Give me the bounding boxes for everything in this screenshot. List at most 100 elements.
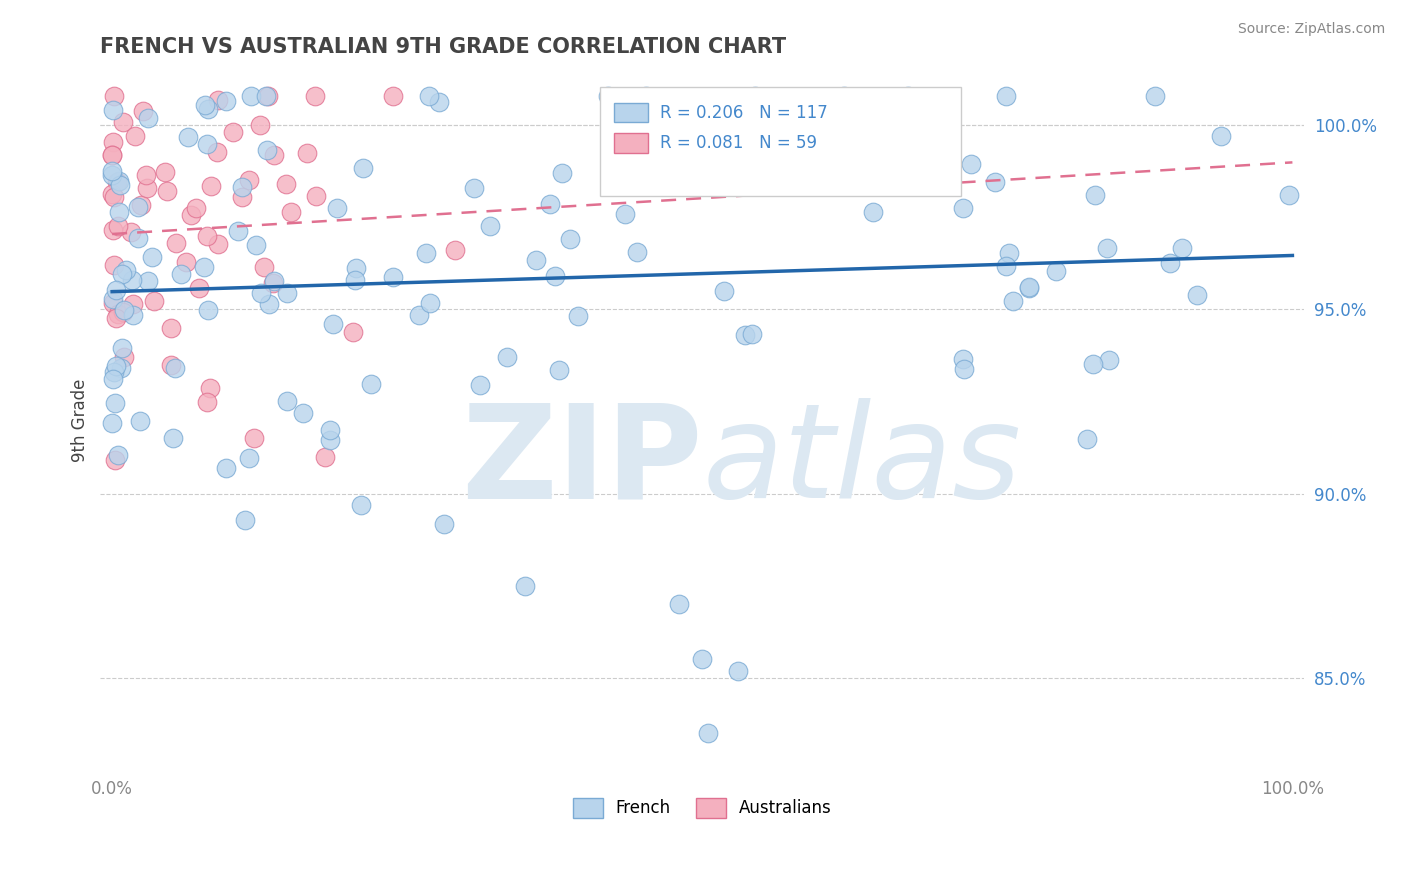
Point [101, 292, 124, 306]
Point [832, 88, 855, 103]
Point [198, 381, 221, 395]
Point [103, 258, 125, 272]
Point [176, 255, 198, 269]
Point [141, 250, 163, 264]
Y-axis label: 9th Grade: 9th Grade [72, 378, 89, 462]
Text: atlas: atlas [702, 399, 1021, 525]
Text: R = 0.206   N = 117: R = 0.206 N = 117 [661, 103, 828, 121]
Point [108, 178, 131, 192]
Point [862, 205, 884, 219]
Text: ZIP: ZIP [461, 399, 702, 525]
Point [305, 189, 328, 203]
Point [858, 121, 880, 136]
Point [104, 395, 127, 409]
Point [101, 135, 124, 149]
Point [101, 223, 124, 237]
Point [200, 179, 222, 194]
Point [127, 200, 149, 214]
Point [734, 328, 756, 343]
Point [243, 431, 266, 445]
Point [101, 164, 124, 178]
Point [524, 253, 547, 268]
Point [713, 284, 735, 298]
Point [138, 274, 160, 288]
Point [626, 245, 648, 260]
Point [101, 416, 124, 430]
Point [408, 308, 430, 322]
Point [256, 143, 278, 157]
Point [636, 88, 658, 103]
Point [496, 350, 519, 364]
Point [1018, 280, 1040, 294]
Point [276, 286, 298, 301]
Point [748, 163, 770, 178]
Point [433, 516, 456, 531]
Point [222, 125, 245, 139]
Point [558, 231, 581, 245]
Point [322, 317, 344, 331]
Point [101, 148, 124, 162]
Point [197, 302, 219, 317]
Text: FRENCH VS AUSTRALIAN 9TH GRADE CORRELATION CHART: FRENCH VS AUSTRALIAN 9TH GRADE CORRELATI… [100, 37, 786, 57]
Point [231, 180, 253, 194]
Point [685, 149, 707, 163]
Point [444, 243, 467, 257]
Point [194, 97, 217, 112]
Point [131, 104, 153, 119]
Point [103, 453, 125, 467]
Point [727, 664, 749, 678]
Point [162, 431, 184, 445]
Point [197, 103, 219, 117]
Point [567, 309, 589, 323]
Point [101, 372, 124, 386]
Point [121, 273, 143, 287]
Point [127, 230, 149, 244]
Point [1144, 88, 1167, 103]
Point [240, 88, 263, 103]
Point [184, 201, 207, 215]
Point [1098, 352, 1121, 367]
Point [111, 267, 134, 281]
Point [1076, 432, 1098, 446]
Point [197, 136, 219, 151]
Point [253, 260, 276, 274]
Point [177, 130, 200, 145]
Point [318, 433, 340, 447]
Point [995, 260, 1018, 274]
Point [112, 303, 135, 318]
Point [941, 160, 963, 174]
Point [544, 268, 567, 283]
Point [121, 296, 143, 310]
Point [897, 88, 920, 103]
Point [101, 186, 124, 201]
Point [342, 326, 364, 340]
Point [104, 359, 127, 374]
Point [188, 281, 211, 295]
Point [249, 285, 271, 300]
Point [263, 274, 285, 288]
Point [163, 360, 186, 375]
Point [128, 414, 150, 428]
Point [249, 118, 271, 132]
Point [156, 184, 179, 198]
Point [103, 365, 125, 379]
Point [1018, 281, 1040, 295]
Point [180, 208, 202, 222]
Point [129, 197, 152, 211]
FancyBboxPatch shape [614, 133, 648, 153]
Point [468, 377, 491, 392]
Point [744, 88, 766, 103]
Point [690, 652, 713, 666]
Point [952, 202, 974, 216]
Point [381, 88, 404, 103]
FancyBboxPatch shape [614, 103, 648, 122]
Point [314, 450, 336, 464]
Point [344, 272, 367, 286]
Point [207, 237, 229, 252]
Point [160, 321, 183, 335]
Point [207, 93, 229, 107]
Point [233, 513, 256, 527]
Point [105, 175, 128, 189]
Point [105, 284, 128, 298]
Point [257, 88, 280, 103]
